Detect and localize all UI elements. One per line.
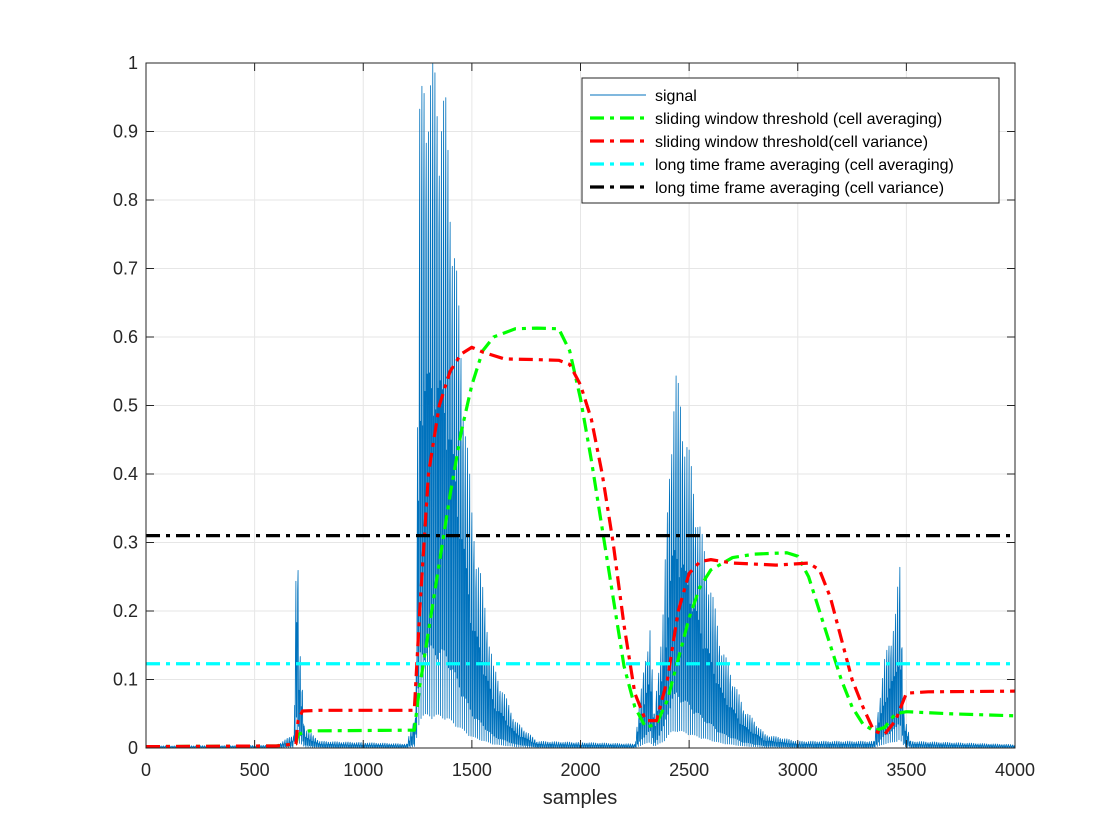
y-tick-label: 0.7	[113, 259, 138, 279]
x-tick-label: 1500	[452, 760, 492, 780]
y-tick-label: 0.5	[113, 396, 138, 416]
x-tick-label: 0	[141, 760, 151, 780]
y-tick-label: 0.9	[113, 122, 138, 142]
legend-label: long time frame averaging (cell averagin…	[655, 157, 954, 174]
x-tick-label: 3000	[778, 760, 818, 780]
y-tick-label: 0.3	[113, 533, 138, 553]
legend-label: sliding window threshold(cell variance)	[655, 134, 928, 151]
legend-box	[581, 77, 1000, 204]
x-tick-label: 2500	[669, 760, 709, 780]
series-sliding-window-threshold-cell-variance	[146, 345, 1015, 748]
legend-label: signal	[655, 88, 697, 105]
tick-labels: 0 500 1000 1500 2000 2500 3000 3500 4000 0 0.1 0.2 0…	[113, 53, 1035, 780]
legend-label: sliding window threshold (cell averaging…	[655, 111, 942, 128]
series-sliding-window-threshold-cell-averaging	[146, 326, 1015, 748]
y-tick-label: 0.2	[113, 601, 138, 621]
y-tick-label: 0.1	[113, 670, 138, 690]
x-tick-label: 4000	[995, 760, 1035, 780]
y-tick-label: 1	[128, 53, 138, 73]
x-tick-label: 2000	[560, 760, 600, 780]
ticks	[145, 62, 1016, 749]
x-axis-title: samples	[543, 787, 617, 809]
y-tick-label: 0	[128, 738, 138, 758]
y-tick-label: 0.8	[113, 190, 138, 210]
y-tick-label: 0.4	[113, 464, 138, 484]
x-tick-label: 3500	[886, 760, 926, 780]
legend: signal sliding window threshold (cell ave…	[581, 77, 1000, 204]
x-tick-label: 500	[240, 760, 270, 780]
x-tick-label: 1000	[343, 760, 383, 780]
legend-label: long time frame averaging (cell variance…	[655, 180, 944, 197]
y-tick-label: 0.6	[113, 327, 138, 347]
